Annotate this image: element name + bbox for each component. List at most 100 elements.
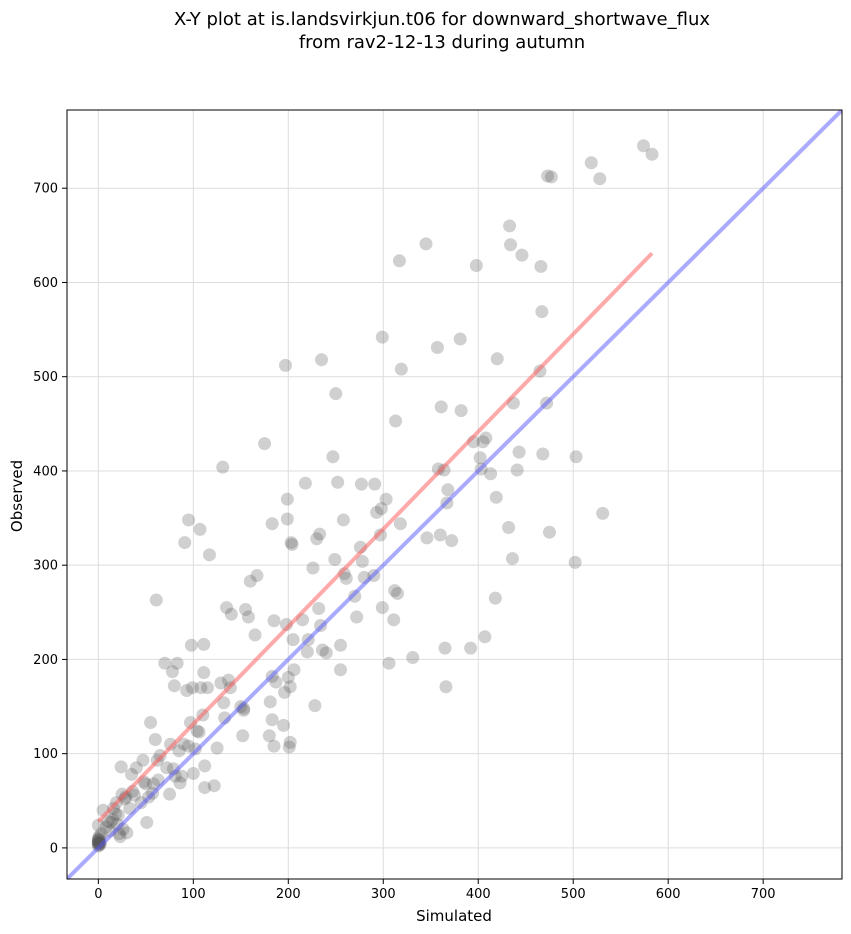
scatter-point <box>175 769 189 783</box>
scatter-point <box>148 733 162 747</box>
scatter-point <box>182 513 196 527</box>
scatter-point <box>310 532 324 546</box>
scatter-point <box>127 788 141 802</box>
scatter-point <box>544 170 558 184</box>
scatter-point <box>224 607 238 621</box>
scatter-point <box>284 536 298 550</box>
scatter-point <box>488 591 502 605</box>
scatter-point <box>535 305 549 319</box>
scatter-point <box>368 477 382 491</box>
scatter-point <box>184 638 198 652</box>
y-tick-label: 300 <box>33 559 58 574</box>
scatter-point <box>177 737 191 751</box>
scatter-point <box>265 517 279 531</box>
scatter-point <box>217 696 231 710</box>
scatter-point <box>285 537 299 551</box>
scatter-point <box>91 831 105 845</box>
scatter-point <box>163 787 177 801</box>
scatter-point <box>434 400 448 414</box>
data-layer <box>67 110 842 879</box>
scatter-point <box>453 332 467 346</box>
scatter-point <box>267 614 281 628</box>
scatter-point <box>334 638 348 652</box>
y-tick-label: 0 <box>50 841 58 856</box>
scatter-point <box>484 467 498 481</box>
scatter-point <box>319 646 333 660</box>
scatter-point <box>280 492 294 506</box>
scatter-point <box>313 527 327 541</box>
scatter-point <box>283 680 297 694</box>
scatter-point <box>441 483 455 497</box>
scatter-point <box>207 779 221 793</box>
scatter-point <box>198 759 212 773</box>
scatter-point <box>306 561 320 575</box>
chart-title: X-Y plot at is.landsvirkjun.t06 for down… <box>174 9 710 30</box>
x-tick-label: 700 <box>751 887 776 902</box>
scatter-point <box>210 741 224 755</box>
scatter-point <box>202 548 216 562</box>
scatter-point <box>645 147 659 161</box>
scatter-point <box>115 787 129 801</box>
scatter-point <box>542 525 556 539</box>
scatter-point <box>354 477 368 491</box>
scatter-point <box>490 352 504 366</box>
scatter-point <box>512 445 526 459</box>
scatter-point <box>503 219 517 233</box>
scatter-point <box>139 777 153 791</box>
scatter-point <box>315 643 329 657</box>
x-tick-label: 600 <box>656 887 681 902</box>
scatter-point <box>197 666 211 680</box>
scatter-point <box>375 330 389 344</box>
scatter-point <box>438 641 452 655</box>
scatter-point <box>220 601 234 615</box>
scatter-point <box>510 463 524 477</box>
scatter-point <box>104 815 118 829</box>
scatter-point <box>388 584 402 598</box>
scatter-point <box>283 735 297 749</box>
scatter-point <box>375 601 389 615</box>
y-tick-label: 400 <box>33 464 58 479</box>
scatter-point <box>596 506 610 520</box>
scatter-point <box>185 681 199 695</box>
scatter-point <box>101 815 115 829</box>
scatter-point <box>439 680 453 694</box>
scatter-point <box>394 362 408 376</box>
scatter-point <box>164 737 178 751</box>
scatter-point <box>160 761 174 775</box>
scatter-point <box>170 656 184 670</box>
y-tick-label: 100 <box>33 747 58 762</box>
y-tick-label: 200 <box>33 653 58 668</box>
scatter-point <box>379 492 393 506</box>
scatter-point <box>370 505 384 519</box>
scatter-point <box>94 827 108 841</box>
scatter-point <box>265 713 279 727</box>
scatter-point <box>236 729 250 743</box>
scatter-point <box>99 820 113 834</box>
scatter-point <box>420 531 434 545</box>
scatter-point <box>180 684 194 698</box>
scatter-point <box>568 555 582 569</box>
scatter-point <box>239 602 253 616</box>
scatter-point <box>419 237 433 251</box>
scatter-point <box>125 767 139 781</box>
scatter-point <box>382 656 396 670</box>
scatter-point <box>336 513 350 527</box>
scatter-point <box>136 753 150 767</box>
scatter-point <box>250 569 264 583</box>
y-tick-label: 700 <box>33 182 58 197</box>
scatter-point <box>167 679 181 693</box>
scatter-point <box>300 645 314 659</box>
y-tick-label: 500 <box>33 370 58 385</box>
scatter-point <box>339 571 353 585</box>
scatter-point <box>355 554 369 568</box>
scatter-point <box>129 761 143 775</box>
scatter-point <box>328 553 342 567</box>
scatter-point <box>464 641 478 655</box>
scatter-point <box>534 259 548 273</box>
x-tick-label: 400 <box>466 887 491 902</box>
scatter-point <box>91 818 105 832</box>
scatter-point <box>504 238 518 252</box>
regression-line <box>96 251 654 823</box>
scatter-point <box>173 776 187 790</box>
